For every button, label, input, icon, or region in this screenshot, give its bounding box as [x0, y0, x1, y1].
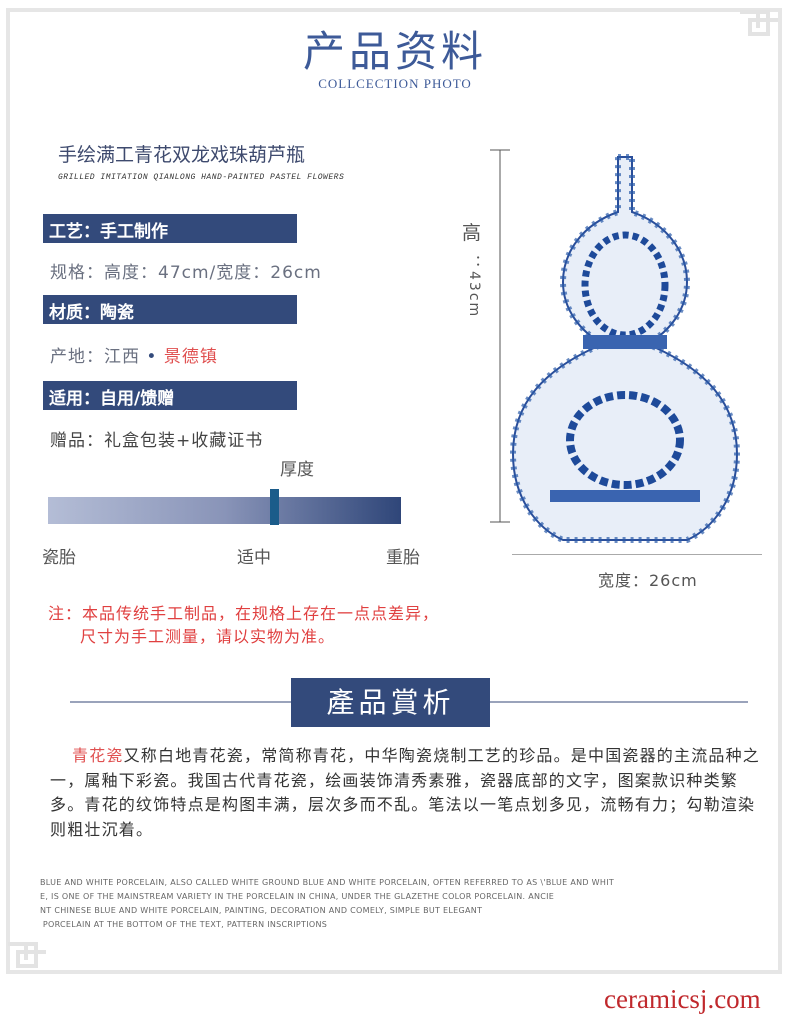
- watermark: ceramicsj.com: [604, 984, 761, 1014]
- product-title: 手绘满工青花双龙戏珠葫芦瓶: [58, 144, 306, 166]
- decorative-frame: [6, 8, 782, 974]
- spec-label: 适用：: [49, 389, 100, 409]
- thickness-marker: [269, 489, 279, 525]
- spec-size: 规格：高度：47cm/宽度：26cm: [50, 258, 322, 283]
- spec-value: 自用/馈赠: [100, 389, 175, 409]
- note-line-2: 尺寸为手工测量，请以实物为准。: [80, 627, 336, 646]
- width-label: 宽度：26cm: [598, 571, 698, 590]
- spec-craft: 工艺：手工制作: [43, 214, 297, 243]
- spec-value: 手工制作: [100, 222, 168, 242]
- spec-label: 产地：: [50, 347, 104, 367]
- appreciation-body: 又称白地青花瓷，常简称青花，中华陶瓷烧制工艺的珍品。是中国瓷器的主流品种之一，属…: [50, 746, 761, 839]
- fret-corner-icon: [8, 942, 46, 968]
- appreciation-english: BLUE AND WHITE PORCELAIN, ALSO CALLED WH…: [40, 876, 614, 932]
- product-subtitle-en: GRILLED IMITATION QIANLONG HAND-PAINTED …: [58, 173, 345, 182]
- page-title: 产品资料: [302, 27, 487, 76]
- spec-label: 赠品：: [50, 431, 104, 451]
- spec-value: 礼盒包装+收藏证书: [104, 431, 264, 451]
- section-title: 產品賞析: [291, 678, 490, 727]
- thickness-label-medium: 适中: [237, 548, 271, 568]
- spec-label: 工艺：: [49, 222, 100, 242]
- thickness-label-heavy: 重胎: [386, 548, 420, 568]
- fret-corner-icon: [740, 10, 778, 36]
- height-label: 高: [462, 222, 482, 244]
- spec-value-highlight: 景德镇: [163, 347, 218, 367]
- note-line-1: 注：本品传统手工制品，在规格上存在一点点差异，: [48, 604, 440, 623]
- separator-dot: •: [146, 347, 158, 367]
- english-line: NT CHINESE BLUE AND WHITE PORCELAIN, PAI…: [40, 906, 483, 915]
- spec-value: 陶瓷: [100, 303, 134, 323]
- english-line: PORCELAIN AT THE BOTTOM OF THE TEXT, PAT…: [40, 920, 328, 929]
- spec-material: 材质：陶瓷: [43, 295, 297, 324]
- spec-label: 规格：: [50, 263, 104, 283]
- thickness-scale: [48, 497, 401, 524]
- spec-value: 高度：47cm/宽度：26cm: [104, 263, 322, 283]
- spec-gift: 赠品：礼盒包装+收藏证书: [50, 426, 263, 451]
- spec-value: 江西: [104, 347, 140, 367]
- height-value: ：43cm: [466, 255, 482, 319]
- thickness-label-thin: 瓷胎: [42, 548, 76, 568]
- page-subtitle: COLLCECTION PHOTO: [318, 76, 472, 91]
- thickness-title: 厚度: [280, 460, 314, 480]
- spec-label: 材质：: [49, 303, 100, 323]
- spec-usage: 适用：自用/馈赠: [43, 381, 297, 410]
- english-line: E, IS ONE OF THE MAINSTREAM VARIETY IN T…: [40, 892, 555, 901]
- highlight-term: 青花瓷: [72, 746, 124, 765]
- english-line: BLUE AND WHITE PORCELAIN, ALSO CALLED WH…: [40, 878, 615, 887]
- vase-image: [490, 149, 762, 555]
- spec-origin: 产地：江西 • 景德镇: [50, 342, 218, 367]
- appreciation-text: 青花瓷又称白地青花瓷，常简称青花，中华陶瓷烧制工艺的珍品。是中国瓷器的主流品种之…: [50, 744, 760, 842]
